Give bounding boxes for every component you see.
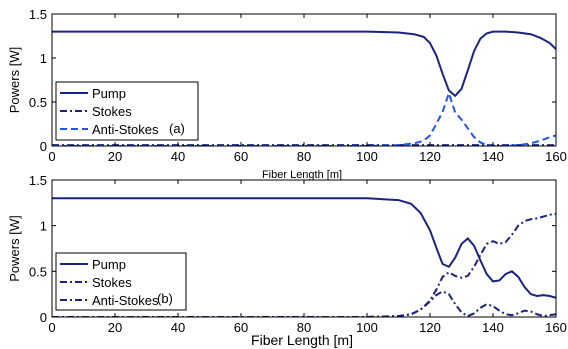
series-line-pump	[52, 197, 556, 299]
series-line-stokes	[52, 212, 556, 317]
legend-entry: Pump	[92, 257, 126, 272]
x-tick-label: 20	[108, 320, 122, 335]
x-tick-label: 100	[356, 320, 378, 335]
y-tick-label: 1.5	[29, 7, 47, 22]
legend-entry: Pump	[92, 86, 126, 101]
x-tick-label: 80	[297, 320, 311, 335]
chart-panel-a: 0 20 40 60 80 100 120 140 160 0 0.5 1 1.5 Fiber Lengt…	[7, 7, 567, 181]
x-tick-label: 0	[48, 149, 55, 164]
series-line-anti-stokes	[52, 290, 556, 317]
x-tick-label: 60	[234, 320, 248, 335]
x-tick-label: 120	[419, 320, 441, 335]
series-line-anti-stokes	[52, 90, 556, 146]
y-tick-label: 0.5	[29, 264, 47, 279]
x-tick-label: 120	[419, 149, 441, 164]
legend: Pump Stokes Anti-Stokes (a)	[55, 81, 199, 141]
legend-entry: Anti-Stokes	[92, 293, 159, 308]
x-tick-label: 140	[482, 320, 504, 335]
series-line-pump	[52, 30, 556, 98]
legend-entry: Stokes	[92, 104, 132, 119]
x-tick-label: 40	[171, 320, 185, 335]
y-axis-label: Powers [W]	[7, 215, 22, 281]
x-tick-label: 160	[545, 149, 567, 164]
x-tick-label: 100	[356, 149, 378, 164]
x-tick-label: 40	[171, 149, 185, 164]
y-tick-label: 1	[40, 219, 47, 234]
legend-entry: Anti-Stokes	[92, 122, 159, 137]
x-tick-label: 60	[234, 149, 248, 164]
x-tick-label: 160	[545, 320, 567, 335]
y-axis-label: Powers [W]	[7, 47, 22, 113]
y-tick-label: 1.5	[29, 173, 47, 188]
panel-label: (b)	[157, 291, 173, 306]
legend: Pump Stokes Anti-Stokes(b)	[55, 252, 187, 311]
x-axis-label: Fiber Length [m]	[251, 332, 353, 348]
chart-panel-b: 0 20 40 60 80 100 120 140 160 0 0.5 1 1.5 Fiber Lengt…	[7, 173, 567, 348]
x-axis-label: Fiber Length [m]	[262, 169, 342, 181]
x-tick-label: 80	[297, 149, 311, 164]
panel-label: (a)	[169, 121, 185, 136]
y-tick-label: 0	[40, 310, 47, 325]
x-tick-label: 20	[108, 149, 122, 164]
x-tick-label: 140	[482, 149, 504, 164]
legend-entry: Stokes	[92, 275, 132, 290]
y-tick-label: 0	[40, 139, 47, 154]
y-tick-label: 1	[40, 51, 47, 66]
y-tick-label: 0.5	[29, 95, 47, 110]
x-tick-label: 0	[48, 320, 55, 335]
